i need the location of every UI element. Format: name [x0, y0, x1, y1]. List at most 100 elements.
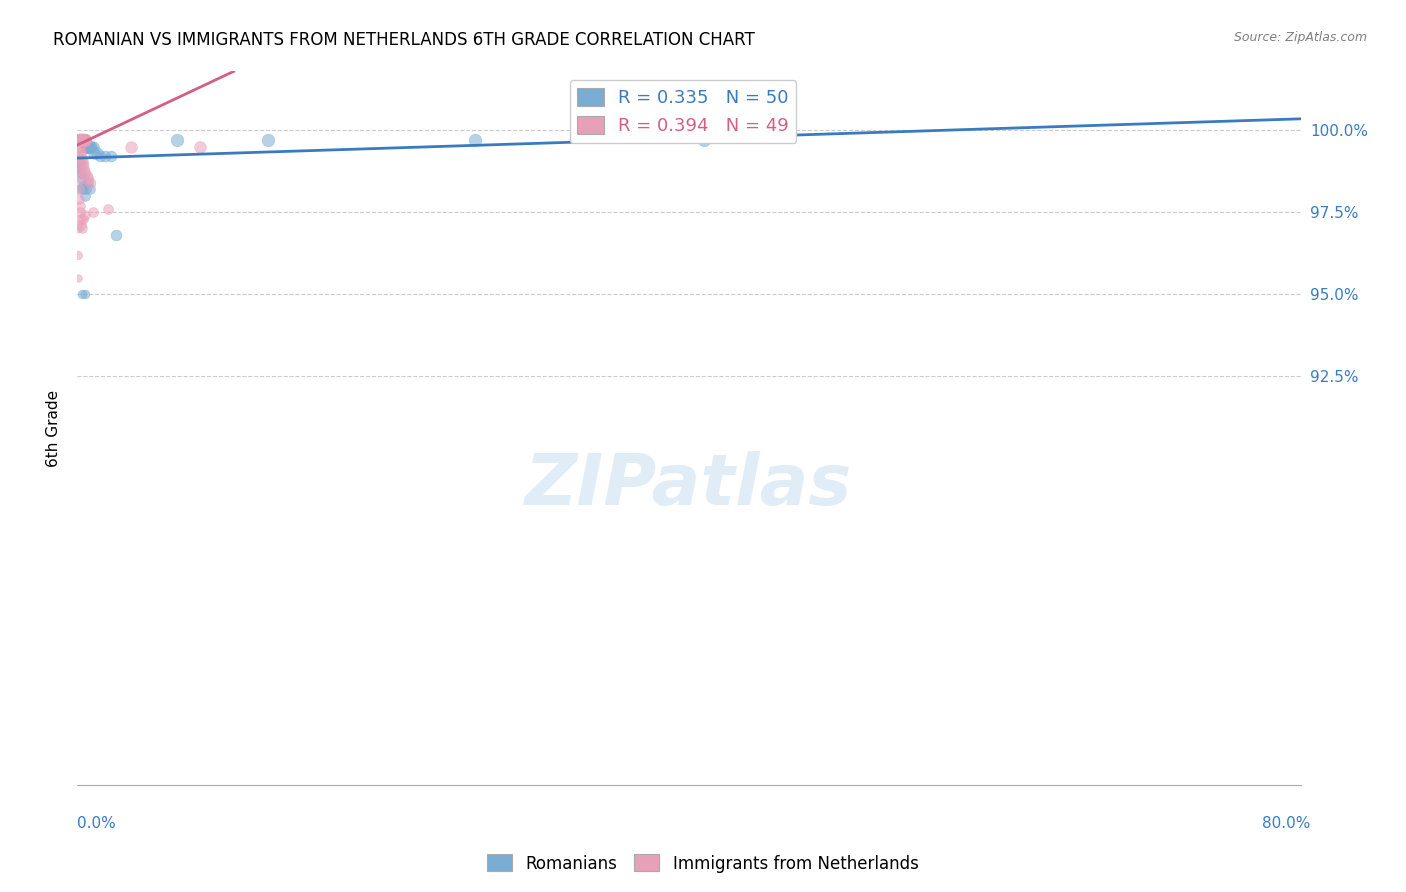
- Point: [79, 139, 101, 153]
- Point: [72, 133, 94, 147]
- Point: [67, 270, 90, 285]
- Point: [100, 149, 122, 163]
- Point: [73, 133, 96, 147]
- Point: [69, 198, 91, 212]
- Point: [72, 182, 94, 196]
- Point: [67, 133, 90, 147]
- Point: [69, 133, 91, 147]
- Point: [70, 133, 93, 147]
- Point: [66, 153, 89, 167]
- Text: ZIPatlas: ZIPatlas: [526, 450, 852, 520]
- Point: [67, 153, 90, 167]
- Y-axis label: 6th Grade: 6th Grade: [45, 390, 60, 467]
- Point: [69, 133, 91, 147]
- Point: [72, 133, 94, 147]
- Point: [67, 133, 90, 147]
- Point: [67, 133, 90, 147]
- Point: [76, 139, 98, 153]
- Point: [73, 133, 96, 147]
- Point: [72, 133, 94, 147]
- Text: Source: ZipAtlas.com: Source: ZipAtlas.com: [1233, 31, 1367, 45]
- Point: [75, 139, 97, 153]
- Point: [66, 221, 89, 235]
- Point: [86, 146, 108, 161]
- Point: [70, 149, 93, 163]
- Point: [464, 133, 486, 147]
- Point: [80, 139, 103, 153]
- Point: [76, 139, 98, 153]
- Point: [67, 182, 90, 196]
- Point: [70, 287, 93, 301]
- Point: [188, 139, 211, 153]
- Point: [70, 133, 93, 147]
- Point: [77, 176, 100, 190]
- Point: [67, 133, 90, 147]
- Point: [70, 218, 93, 232]
- Point: [69, 159, 91, 173]
- Point: [89, 149, 111, 163]
- Point: [166, 133, 188, 147]
- Point: [73, 166, 96, 180]
- Legend: R = 0.335   N = 50, R = 0.394   N = 49: R = 0.335 N = 50, R = 0.394 N = 49: [569, 80, 796, 143]
- Point: [257, 133, 280, 147]
- Point: [72, 211, 94, 226]
- Point: [77, 172, 100, 186]
- Point: [70, 166, 93, 180]
- Point: [82, 205, 104, 219]
- Point: [66, 162, 89, 177]
- Point: [70, 221, 93, 235]
- Point: [69, 211, 91, 226]
- Text: 0.0%: 0.0%: [77, 816, 117, 830]
- Text: ROMANIAN VS IMMIGRANTS FROM NETHERLANDS 6TH GRADE CORRELATION CHART: ROMANIAN VS IMMIGRANTS FROM NETHERLANDS …: [53, 31, 755, 49]
- Point: [73, 133, 96, 147]
- Point: [67, 162, 90, 177]
- Legend: Romanians, Immigrants from Netherlands: Romanians, Immigrants from Netherlands: [481, 847, 925, 880]
- Point: [67, 133, 90, 147]
- Point: [70, 172, 93, 186]
- Point: [120, 139, 142, 153]
- Point: [73, 162, 96, 177]
- Point: [70, 133, 93, 147]
- Point: [73, 287, 96, 301]
- Point: [73, 133, 96, 147]
- Point: [67, 133, 90, 147]
- Point: [73, 188, 96, 202]
- Point: [69, 133, 91, 147]
- Point: [67, 133, 90, 147]
- Point: [70, 133, 93, 147]
- Point: [70, 133, 93, 147]
- Point: [67, 192, 90, 206]
- Point: [70, 153, 93, 167]
- Point: [75, 182, 97, 196]
- Point: [94, 149, 117, 163]
- Text: 80.0%: 80.0%: [1263, 816, 1310, 830]
- Point: [70, 133, 93, 147]
- Point: [73, 208, 96, 222]
- Point: [72, 156, 94, 170]
- Point: [67, 133, 90, 147]
- Point: [67, 139, 90, 153]
- Point: [76, 169, 98, 183]
- Point: [67, 172, 90, 186]
- Point: [83, 146, 105, 161]
- Point: [66, 248, 89, 262]
- Point: [72, 159, 94, 173]
- Point: [67, 182, 90, 196]
- Point: [69, 133, 91, 147]
- Point: [69, 133, 91, 147]
- Point: [77, 139, 100, 153]
- Point: [72, 133, 94, 147]
- Point: [97, 202, 120, 216]
- Point: [72, 178, 94, 193]
- Point: [69, 156, 91, 170]
- Point: [67, 133, 90, 147]
- Point: [75, 133, 97, 147]
- Point: [67, 133, 90, 147]
- Point: [104, 227, 127, 242]
- Point: [82, 139, 104, 153]
- Point: [72, 133, 94, 147]
- Point: [69, 146, 91, 161]
- Point: [69, 133, 91, 147]
- Point: [79, 182, 101, 196]
- Point: [69, 143, 91, 157]
